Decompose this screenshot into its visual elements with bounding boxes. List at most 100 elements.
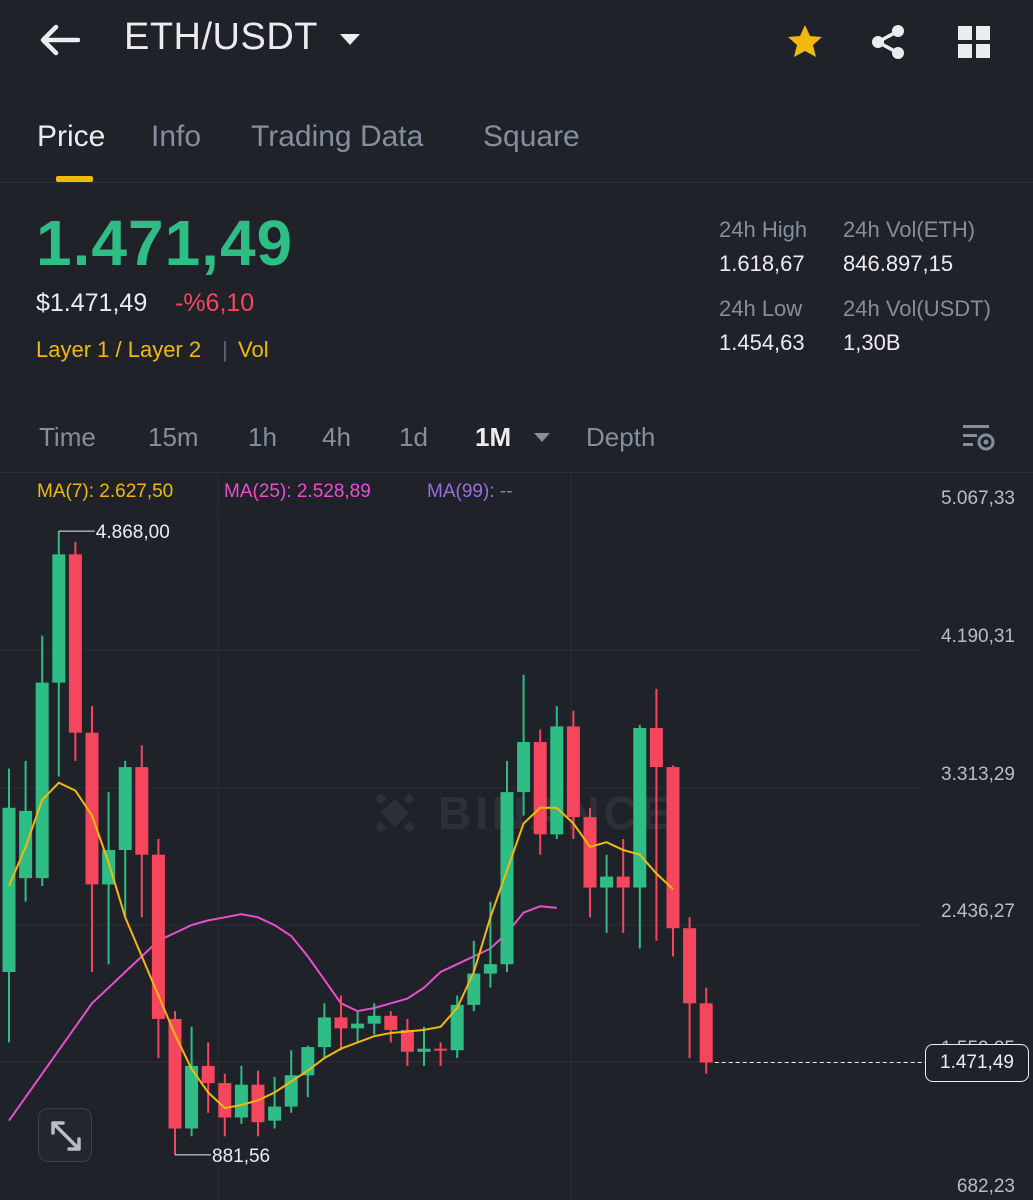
interval-1m[interactable]: 1M [475, 422, 512, 452]
candle-body [450, 1004, 464, 1051]
ma99-legend: MA(99): -- [427, 481, 513, 502]
last-price: 1.471,49 [36, 207, 294, 279]
candle [251, 1070, 265, 1137]
candle-body [600, 876, 614, 888]
candle [218, 1073, 232, 1137]
candle [351, 1011, 365, 1043]
candle-body [35, 682, 49, 879]
chevron-down-icon [340, 34, 360, 45]
candle-body [517, 742, 531, 793]
ma7-legend: MA(7): 2.627,50 [37, 481, 174, 502]
candle-body [367, 1015, 381, 1024]
candle-body [201, 1065, 215, 1084]
candle [135, 745, 149, 918]
candle [2, 768, 16, 1043]
interval-15m[interactable]: 15m [148, 422, 199, 452]
fullscreen-button[interactable] [38, 1108, 92, 1162]
high-marker-label: 4.868,00 [96, 522, 170, 543]
candle-body [616, 876, 630, 888]
tab-trading-data[interactable]: Trading Data [251, 120, 424, 153]
vol-usdt-value: 1,30B [843, 330, 901, 355]
candle-body [68, 554, 82, 733]
arrow-left-icon [40, 24, 81, 56]
candle [500, 760, 514, 973]
tab-square[interactable]: Square [483, 120, 580, 153]
candle [201, 1042, 215, 1113]
candle-body [118, 767, 132, 851]
candle [400, 1018, 414, 1066]
interval-time[interactable]: Time [39, 422, 96, 452]
active-tab-indicator [56, 176, 93, 182]
vol-tag[interactable]: Vol [238, 337, 269, 362]
favorite-button[interactable] [785, 22, 825, 62]
candle-body [434, 1048, 448, 1051]
candle-body [317, 1017, 331, 1048]
fiat-price: $1.471,49 [36, 289, 148, 317]
ma7-line [8, 781, 674, 1110]
low-value: 1.454,63 [719, 330, 805, 355]
candle-body [334, 1017, 348, 1029]
y-tick-label: 3.313,29 [941, 764, 1015, 785]
candle [699, 987, 713, 1074]
current-price-label: 1.471,49 [925, 1043, 1029, 1082]
interval-1d[interactable]: 1d [399, 422, 428, 452]
candle-body [467, 973, 481, 1005]
grid-icon [958, 26, 990, 58]
watermark-logo [375, 793, 415, 833]
interval-4h[interactable]: 4h [322, 422, 351, 452]
candle [417, 1026, 431, 1066]
y-tick-label: 2.436,27 [941, 901, 1015, 922]
back-button[interactable] [36, 18, 84, 62]
ma25-line [8, 905, 557, 1122]
price-axis: 5.067,334.190,313.313,292.436,271.559,25… [941, 488, 1015, 1197]
pair-title: ETH/USDT [124, 16, 318, 58]
chart-settings-icon [963, 425, 995, 451]
candle-body [666, 767, 680, 929]
category-tag[interactable]: Layer 1 / Layer 2 [36, 337, 202, 362]
high-label: 24h High [719, 217, 808, 242]
candle-body [2, 807, 16, 973]
candle-body [566, 726, 580, 818]
candle-body [649, 727, 663, 768]
candle [384, 1011, 398, 1043]
y-tick-label: 4.190,31 [941, 626, 1015, 647]
share-icon [872, 25, 904, 59]
tab-price[interactable]: Price [37, 120, 106, 153]
candle [268, 1076, 282, 1129]
candle-body [52, 554, 66, 683]
y-tick-label: 682,23 [957, 1176, 1015, 1197]
candle-body [533, 742, 547, 835]
candle [118, 760, 132, 918]
candle [367, 1003, 381, 1035]
candle-body [251, 1084, 265, 1123]
interval-depth[interactable]: Depth [586, 422, 656, 452]
vol-usdt-label: 24h Vol(USDT) [843, 296, 991, 321]
tabs-divider [0, 182, 1033, 183]
interval-1h[interactable]: 1h [248, 422, 277, 452]
candle-body [185, 1065, 199, 1129]
candle [600, 854, 614, 933]
candle-body [234, 1084, 248, 1118]
pair-selector[interactable]: ETH/USDT [124, 16, 360, 59]
candle [434, 1042, 448, 1066]
candle-body [483, 964, 497, 974]
tab-info[interactable]: Info [151, 120, 202, 153]
candle [151, 839, 165, 1059]
candle [52, 531, 66, 777]
share-button[interactable] [868, 22, 908, 62]
candle-body [583, 817, 597, 888]
candle-body [284, 1075, 298, 1107]
candle-body [633, 727, 647, 888]
low-label: 24h Low [719, 296, 803, 321]
candle-body [683, 928, 697, 1004]
candle [633, 724, 647, 949]
candle [68, 541, 82, 761]
candle-body [85, 732, 99, 885]
candlestick-chart[interactable]: BINANCE 5.067,334.190,313.313,292.436,27… [0, 472, 1033, 1200]
more-apps-button[interactable] [954, 22, 994, 62]
ma25-path [8, 905, 557, 1122]
chevron-down-icon[interactable] [534, 433, 550, 442]
chart-settings-button[interactable] [961, 422, 997, 454]
vol-eth-value: 846.897,15 [843, 251, 954, 276]
extreme-markers: 4.868,00 881,56 [58, 522, 270, 1167]
